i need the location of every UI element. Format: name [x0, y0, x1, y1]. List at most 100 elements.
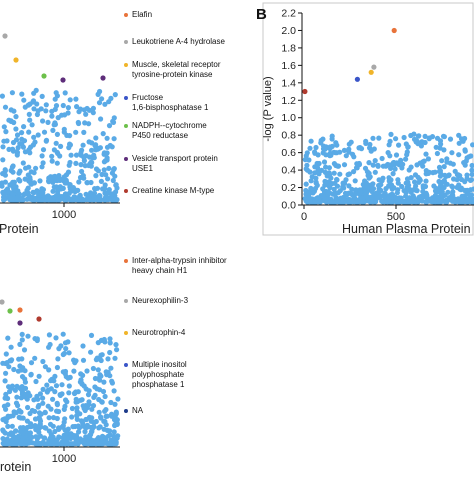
- data-point: [53, 122, 58, 127]
- data-point: [444, 198, 449, 203]
- data-point: [391, 171, 396, 176]
- data-point: [51, 424, 56, 429]
- data-point: [468, 153, 473, 158]
- data-point: [82, 406, 87, 411]
- highlighted-point: [41, 73, 46, 78]
- data-point: [106, 370, 111, 375]
- data-point: [44, 139, 49, 144]
- data-point: [344, 153, 349, 158]
- data-point: [451, 162, 456, 167]
- data-point: [55, 189, 60, 194]
- data-point: [304, 163, 309, 168]
- data-point: [315, 168, 320, 173]
- data-point: [54, 409, 59, 414]
- data-point: [33, 416, 38, 421]
- highlighted-point: [392, 28, 397, 33]
- data-point: [62, 127, 67, 132]
- data-point: [91, 366, 96, 371]
- legend-label: Neurotrophin-4: [132, 328, 185, 338]
- data-point: [78, 150, 83, 155]
- data-point: [102, 167, 107, 172]
- data-point: [444, 160, 449, 165]
- legend-label: Leukotriene A-4 hydrolase: [132, 37, 225, 47]
- data-point: [48, 197, 53, 202]
- data-point: [393, 136, 398, 141]
- data-point: [92, 194, 97, 199]
- data-point: [88, 350, 93, 355]
- data-point: [23, 441, 28, 446]
- data-point: [342, 162, 347, 167]
- data-point: [380, 156, 385, 161]
- data-point: [33, 427, 38, 432]
- data-point: [0, 157, 5, 162]
- data-point: [81, 173, 86, 178]
- data-point: [52, 389, 57, 394]
- data-point: [312, 199, 317, 204]
- data-point: [2, 124, 7, 129]
- data-point: [82, 120, 87, 125]
- data-point: [106, 166, 111, 171]
- y-tick-label: 0.8: [281, 130, 296, 142]
- data-point: [70, 406, 75, 411]
- data-point: [20, 435, 25, 440]
- data-point: [431, 183, 436, 188]
- data-point: [380, 199, 385, 204]
- legend-item: NADPH--cytochrome P450 reductase: [124, 121, 207, 141]
- data-point: [304, 182, 309, 187]
- data-point: [16, 357, 21, 362]
- data-point: [27, 118, 32, 123]
- data-point: [322, 159, 327, 164]
- data-point: [50, 128, 55, 133]
- data-point: [3, 371, 8, 376]
- data-point: [15, 196, 20, 201]
- data-point: [66, 110, 71, 115]
- y-tick-label: 2.2: [281, 8, 296, 20]
- data-point: [115, 433, 120, 438]
- data-point: [31, 91, 36, 96]
- data-point: [53, 107, 58, 112]
- data-point: [115, 417, 120, 422]
- data-point: [416, 133, 421, 138]
- data-point: [470, 172, 474, 177]
- data-point: [36, 197, 41, 202]
- data-point: [73, 161, 78, 166]
- legend-label: NA: [132, 406, 143, 416]
- data-point: [76, 179, 81, 184]
- data-point: [3, 129, 8, 134]
- data-point: [66, 105, 71, 110]
- data-point: [438, 138, 443, 143]
- legend-bottom-left: Inter-alpha-trypsin inhibitor heavy chai…: [124, 256, 244, 456]
- data-point: [17, 342, 22, 347]
- data-point: [29, 169, 34, 174]
- highlighted-point: [36, 316, 41, 321]
- data-point: [98, 353, 103, 358]
- data-point: [4, 351, 9, 356]
- data-point: [310, 174, 315, 179]
- data-point: [55, 161, 60, 166]
- legend-marker: [124, 259, 128, 263]
- data-point: [25, 419, 30, 424]
- data-point: [10, 165, 15, 170]
- highlighted-point: [2, 33, 7, 38]
- legend-item: Neurexophilin-3: [124, 296, 188, 306]
- data-point: [92, 384, 97, 389]
- data-point: [63, 371, 68, 376]
- data-point: [416, 175, 421, 180]
- data-point: [439, 158, 444, 163]
- data-point: [68, 375, 73, 380]
- data-point: [51, 415, 56, 420]
- data-point: [107, 350, 112, 355]
- data-point: [449, 150, 454, 155]
- data-point: [33, 379, 38, 384]
- data-point: [19, 142, 24, 147]
- data-point: [419, 139, 424, 144]
- data-point: [390, 192, 395, 197]
- data-point: [333, 140, 338, 145]
- data-point: [470, 163, 474, 168]
- data-point: [40, 118, 45, 123]
- x-axis-label: Protein: [0, 222, 39, 236]
- data-point: [25, 334, 30, 339]
- highlighted-point: [0, 299, 5, 304]
- data-point: [43, 410, 48, 415]
